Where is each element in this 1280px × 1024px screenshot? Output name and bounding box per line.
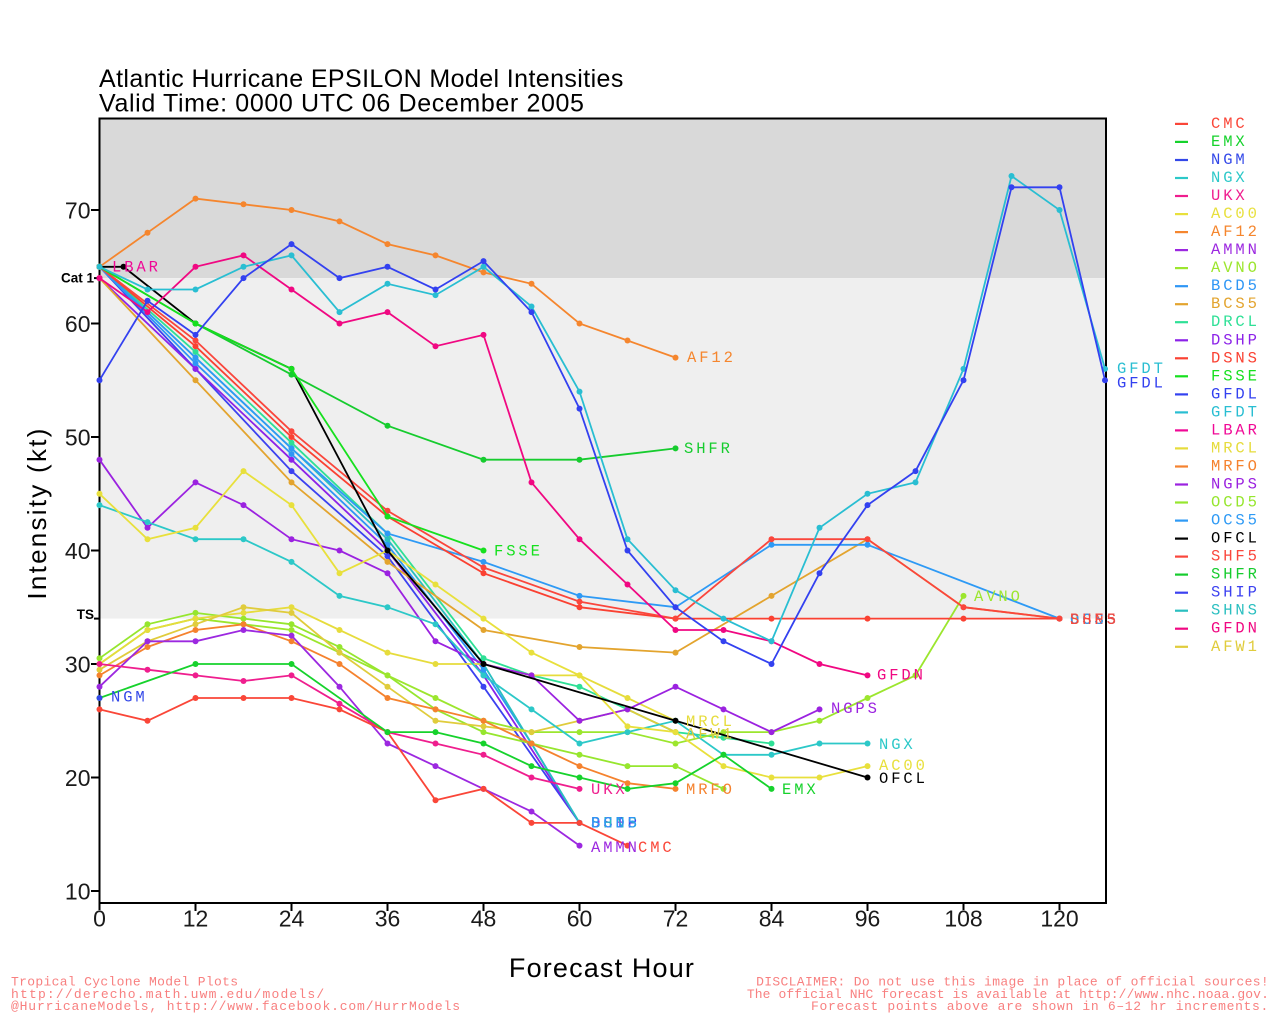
svg-text:OCS5: OCS5 <box>1211 512 1260 530</box>
svg-text:SHF5: SHF5 <box>1211 548 1260 566</box>
svg-text:FSSE: FSSE <box>1211 367 1260 385</box>
svg-text:Valid Time: 0000 UTC 06 Decemb: Valid Time: 0000 UTC 06 December 2005 <box>99 90 585 118</box>
svg-text:EMX: EMX <box>782 781 819 799</box>
svg-text:GFDT: GFDT <box>1211 403 1260 421</box>
svg-text:20: 20 <box>65 765 91 791</box>
svg-text:NGPS: NGPS <box>1211 476 1260 494</box>
svg-text:BCS5: BCS5 <box>1211 295 1260 313</box>
svg-text:Atlantic Hurricane EPSILON Mod: Atlantic Hurricane EPSILON Model Intensi… <box>99 65 624 93</box>
svg-text:12: 12 <box>183 906 209 932</box>
svg-text:FSSE: FSSE <box>494 543 543 561</box>
svg-text:GFDN: GFDN <box>877 667 926 685</box>
svg-text:OFCL: OFCL <box>1211 530 1260 548</box>
svg-text:DSHP: DSHP <box>1211 331 1260 349</box>
svg-text:70: 70 <box>65 198 91 224</box>
svg-text:DSNS: DSNS <box>1070 611 1119 629</box>
svg-text:Tropical Cyclone Model Plots: Tropical Cyclone Model Plots <box>11 975 238 990</box>
svg-text:60: 60 <box>567 906 593 932</box>
svg-text:24: 24 <box>279 906 305 932</box>
svg-text:AMMN: AMMN <box>591 839 640 857</box>
svg-text:MRCL: MRCL <box>1211 439 1260 457</box>
svg-text:40: 40 <box>65 538 91 564</box>
svg-text:Forecast points above are show: Forecast points above are shown in 6–12 … <box>811 999 1269 1014</box>
svg-text:NGM: NGM <box>1211 151 1248 169</box>
svg-text:SHF5: SHF5 <box>1070 611 1119 629</box>
svg-text:Cat 1: Cat 1 <box>61 271 95 286</box>
svg-text:GFDT: GFDT <box>1117 360 1166 378</box>
svg-text:AMMN: AMMN <box>1211 241 1260 259</box>
svg-text:http://derecho.math.uwm.edu/mo: http://derecho.math.uwm.edu/models/ <box>11 987 325 1002</box>
svg-text:BCD5: BCD5 <box>1211 277 1260 295</box>
svg-text:NGPS: NGPS <box>831 700 880 718</box>
svg-text:GFDL: GFDL <box>1117 375 1166 393</box>
svg-text:SHIP: SHIP <box>591 815 640 833</box>
svg-text:AF12: AF12 <box>687 349 736 367</box>
svg-text:108: 108 <box>944 906 982 932</box>
svg-text:UKX: UKX <box>1211 187 1248 205</box>
svg-text:60: 60 <box>65 311 91 337</box>
svg-text:MRCL: MRCL <box>686 713 735 731</box>
svg-text:Intensity (kt): Intensity (kt) <box>22 426 52 599</box>
svg-text:NGX: NGX <box>1211 169 1248 187</box>
svg-text:MRFO: MRFO <box>686 781 735 799</box>
svg-text:SHFR: SHFR <box>684 440 733 458</box>
svg-text:UKX: UKX <box>591 781 628 799</box>
svg-text:0: 0 <box>93 906 106 932</box>
svg-text:DRCL: DRCL <box>1211 313 1260 331</box>
svg-text:48: 48 <box>471 906 497 932</box>
svg-text:EMX: EMX <box>1211 133 1248 151</box>
svg-text:36: 36 <box>375 906 401 932</box>
svg-text:DISCLAIMER: Do not use this im: DISCLAIMER: Do not use this image in pla… <box>756 975 1269 990</box>
svg-text:OCD5: OCD5 <box>1211 494 1260 512</box>
svg-text:10: 10 <box>65 879 91 905</box>
svg-text:CMC: CMC <box>638 839 675 857</box>
svg-text:DSHP: DSHP <box>591 815 640 833</box>
svg-text:AVNO: AVNO <box>974 588 1023 606</box>
svg-text:GFDN: GFDN <box>1211 620 1260 638</box>
svg-text:OFCL: OFCL <box>879 770 928 788</box>
svg-text:SHIP: SHIP <box>1211 584 1260 602</box>
svg-text:DSNS: DSNS <box>1211 349 1260 367</box>
svg-text:SHFR: SHFR <box>1211 566 1260 584</box>
svg-text:72: 72 <box>663 906 689 932</box>
svg-text:OCS5: OCS5 <box>1070 611 1119 629</box>
svg-text:CMC: CMC <box>1211 115 1248 133</box>
svg-text:84: 84 <box>759 906 785 932</box>
svg-text:AFW1: AFW1 <box>1211 638 1260 656</box>
svg-text:AC00: AC00 <box>879 757 928 775</box>
svg-text:120: 120 <box>1040 906 1078 932</box>
svg-text:NGX: NGX <box>879 736 916 754</box>
svg-text:GFDL: GFDL <box>1211 385 1260 403</box>
svg-text:Forecast Hour: Forecast Hour <box>509 953 695 983</box>
svg-text:BCS5: BCS5 <box>1070 611 1119 629</box>
svg-text:LBAR: LBAR <box>1211 421 1260 439</box>
svg-text:LBAR: LBAR <box>112 259 161 277</box>
svg-text:AF12: AF12 <box>1211 223 1260 241</box>
svg-text:The official NHC forecast is a: The official NHC forecast is available a… <box>747 987 1269 1002</box>
svg-text:AVNO: AVNO <box>1211 259 1260 277</box>
svg-text:SHNS: SHNS <box>1211 602 1260 620</box>
svg-text:50: 50 <box>65 425 91 451</box>
svg-text:NGM: NGM <box>111 689 148 707</box>
svg-text:@HurricaneModels, http://www.f: @HurricaneModels, http://www.facebook.co… <box>11 999 461 1014</box>
svg-text:TS: TS <box>77 607 94 622</box>
svg-text:30: 30 <box>65 652 91 678</box>
svg-text:BCD5: BCD5 <box>591 815 640 833</box>
svg-text:AFW1: AFW1 <box>686 726 735 744</box>
svg-text:96: 96 <box>855 906 881 932</box>
svg-text:AC00: AC00 <box>1211 205 1260 223</box>
svg-text:SHNS: SHNS <box>591 815 640 833</box>
svg-text:MRFO: MRFO <box>1211 458 1260 476</box>
